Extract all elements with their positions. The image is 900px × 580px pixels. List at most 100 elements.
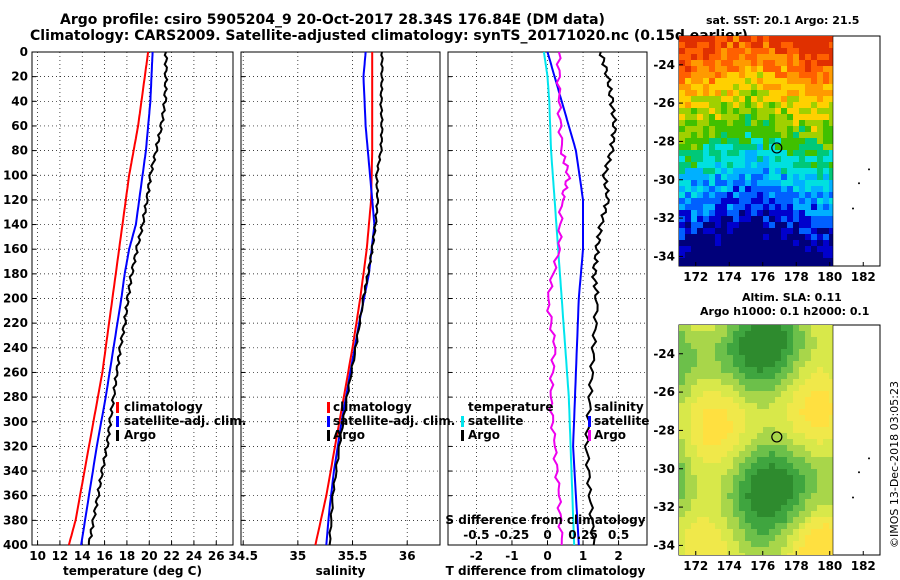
heat-cell (763, 126, 769, 132)
heat-cell (745, 415, 751, 421)
heat-cell (769, 264, 775, 266)
heat-cell (715, 475, 721, 481)
y-tick-label: 280 (3, 390, 28, 404)
heat-cell (757, 403, 763, 409)
heat-cell (709, 451, 715, 457)
heat-cell (823, 355, 829, 361)
heat-cell (733, 222, 739, 228)
heat-cell (763, 66, 769, 72)
heat-cell (757, 493, 763, 499)
heat-cell (697, 433, 703, 439)
heat-cell (817, 180, 823, 186)
heat-cell (781, 415, 787, 421)
heat-cell (811, 198, 817, 204)
legend-marker (116, 402, 119, 413)
heat-cell (703, 198, 709, 204)
heat-cell (757, 373, 763, 379)
heat-cell (823, 409, 829, 415)
heat-cell (691, 102, 697, 108)
heat-cell (829, 114, 833, 120)
heat-cell (775, 144, 781, 150)
heat-cell (727, 361, 733, 367)
heat-cell (787, 252, 793, 258)
heat-cell (745, 445, 751, 451)
heat-cell (829, 252, 833, 258)
heat-cell (727, 192, 733, 198)
heat-cell (787, 264, 793, 266)
heat-cell (805, 222, 811, 228)
heat-cell (727, 72, 733, 78)
heat-cell (703, 156, 709, 162)
heat-cell (733, 373, 739, 379)
heat-cell (727, 397, 733, 403)
heat-cell (733, 547, 739, 553)
heat-cell (793, 162, 799, 168)
heat-cell (775, 415, 781, 421)
heat-cell (817, 511, 823, 517)
heat-cell (727, 36, 733, 42)
heat-cell (793, 60, 799, 66)
heat-cell (727, 138, 733, 144)
heat-cell (787, 174, 793, 180)
heat-cell (679, 451, 685, 457)
heat-cell (709, 499, 715, 505)
heat-cell (757, 180, 763, 186)
heat-cell (697, 457, 703, 463)
heat-cell (787, 246, 793, 252)
heat-cell (721, 156, 727, 162)
heat-cell (685, 252, 691, 258)
heat-cell (697, 331, 703, 337)
heat-cell (811, 114, 817, 120)
heat-cell (763, 505, 769, 511)
heat-cell (733, 493, 739, 499)
heat-cell (703, 186, 709, 192)
heat-cell (757, 78, 763, 84)
x-tick-label: 2 (614, 549, 622, 563)
heat-cell (775, 156, 781, 162)
heat-cell (775, 168, 781, 174)
sst-map-title: sat. SST: 20.1 Argo: 21.5 (706, 14, 860, 27)
heat-cell (823, 487, 829, 493)
heat-cell (823, 246, 829, 252)
heat-cell (679, 258, 685, 264)
heat-cell (691, 409, 697, 415)
heat-cell (781, 355, 787, 361)
heat-cell (817, 421, 823, 427)
heat-cell (745, 186, 751, 192)
heat-cell (733, 409, 739, 415)
heat-cell (757, 204, 763, 210)
heat-cell (781, 475, 787, 481)
heat-cell (727, 451, 733, 457)
heat-cell (691, 180, 697, 186)
heat-cell (679, 337, 685, 343)
heat-cell (811, 72, 817, 78)
heat-cell (769, 373, 775, 379)
heat-cell (739, 463, 745, 469)
heat-cell (829, 373, 833, 379)
heat-cell (739, 144, 745, 150)
heat-cell (715, 535, 721, 541)
heat-cell (709, 126, 715, 132)
heat-cell (805, 541, 811, 547)
x-tick-label: 24 (186, 549, 203, 563)
heat-cell (805, 144, 811, 150)
heat-cell (769, 126, 775, 132)
heat-cell (811, 210, 817, 216)
heat-cell (697, 397, 703, 403)
heat-cell (817, 445, 823, 451)
heat-cell (679, 114, 685, 120)
heat-cell (763, 463, 769, 469)
heat-cell (811, 373, 817, 379)
heat-cell (787, 325, 793, 331)
heat-cell (703, 511, 709, 517)
heat-cell (703, 36, 709, 42)
heat-cell (715, 415, 721, 421)
heat-cell (733, 180, 739, 186)
heat-cell (757, 481, 763, 487)
heat-cell (775, 499, 781, 505)
heat-cell (793, 523, 799, 529)
heat-cell (811, 337, 817, 343)
heat-cell (757, 553, 763, 555)
heat-cell (733, 150, 739, 156)
heat-cell (817, 252, 823, 258)
